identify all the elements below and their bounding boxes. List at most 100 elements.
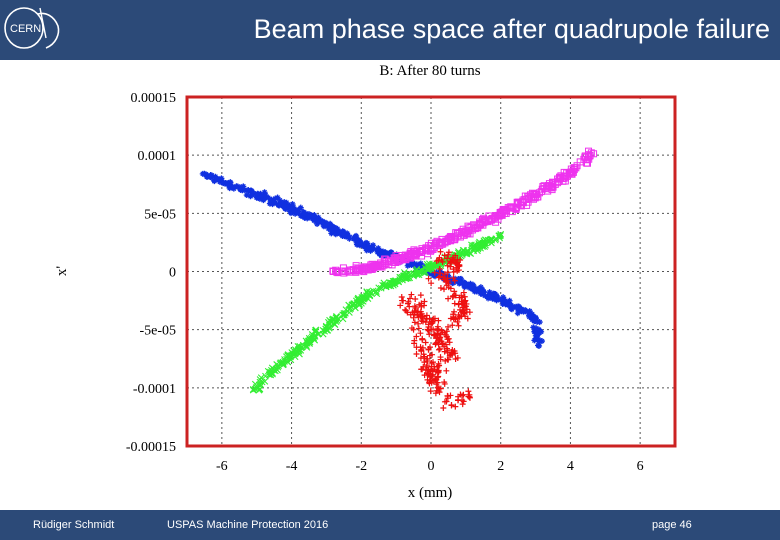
scatter-point (397, 273, 404, 281)
scatter-point (565, 169, 573, 177)
scatter-point (412, 296, 419, 303)
scatter-point (447, 263, 454, 270)
scatter-point (427, 377, 434, 384)
footer-page-number: page 46 (652, 519, 692, 531)
scatter-point (422, 319, 429, 326)
scatter-point (450, 311, 457, 318)
scatter-point (418, 346, 425, 353)
scatter-point (212, 173, 219, 180)
scatter-point (448, 260, 455, 267)
scatter-point (257, 374, 265, 382)
scatter-point (396, 259, 403, 266)
scatter-point (415, 320, 422, 327)
scatter-point (375, 262, 383, 270)
scatter-point (514, 200, 522, 208)
scatter-point (438, 338, 445, 345)
scatter-point (302, 211, 309, 218)
scatter-point (470, 283, 477, 290)
scatter-point (260, 195, 267, 202)
scatter-point (455, 322, 462, 329)
scatter-point (504, 300, 511, 307)
scatter-point (419, 263, 426, 270)
scatter-point (497, 230, 505, 238)
scatter-point (441, 252, 448, 259)
scatter-point (531, 337, 538, 344)
series-red (397, 248, 473, 411)
scatter-point (213, 176, 220, 183)
scatter-point (392, 277, 400, 285)
scatter-point (289, 201, 296, 208)
scatter-point (201, 170, 208, 177)
scatter-point (450, 254, 457, 261)
cern-logo: CERN (4, 7, 60, 49)
scatter-point (269, 201, 276, 208)
scatter-point (506, 297, 513, 304)
scatter-point (362, 292, 370, 300)
scatter-point (237, 187, 244, 194)
scatter-point (225, 182, 232, 189)
scatter-point (354, 238, 361, 245)
scatter-point (428, 360, 435, 367)
scatter-point (492, 296, 499, 303)
scatter-point (451, 292, 458, 299)
scatter-point (462, 249, 470, 257)
scatter-point (385, 261, 393, 269)
scatter-point (253, 191, 260, 198)
footer-author: Rüdiger Schmidt (33, 519, 115, 531)
scatter-point (421, 267, 428, 275)
scatter-point (211, 177, 218, 184)
scatter-point (465, 388, 472, 395)
scatter-point (534, 318, 541, 325)
scatter-point (297, 204, 304, 211)
scatter-point (444, 235, 452, 243)
scatter-point (482, 292, 489, 299)
series-green (249, 230, 505, 394)
scatter-point (516, 201, 524, 209)
scatter-point (559, 177, 567, 185)
scatter-point (432, 376, 439, 383)
cern-logo-text: CERN (10, 23, 41, 35)
scatter-point (262, 372, 269, 380)
scatter-point (431, 269, 438, 276)
scatter-point (413, 333, 420, 340)
scatter-point (449, 279, 456, 286)
scatter-point (443, 367, 450, 374)
scatter-point (428, 373, 435, 380)
scatter-point (471, 225, 479, 233)
scatter-point (526, 309, 533, 316)
x-tick-label: 2 (497, 459, 504, 474)
scatter-point (411, 319, 418, 326)
scatter-point (382, 249, 389, 256)
scatter-point (417, 344, 424, 351)
scatter-point (432, 332, 439, 339)
scatter-point (314, 218, 321, 225)
scatter-point (293, 208, 300, 215)
scatter-point (329, 228, 336, 235)
scatter-point (368, 244, 375, 251)
scatter-point (448, 402, 455, 409)
scatter-point (327, 223, 334, 230)
scatter-point (477, 284, 484, 291)
scatter-point (479, 219, 487, 227)
scatter-point (418, 366, 425, 373)
scatter-point (455, 315, 462, 322)
scatter-point (453, 229, 461, 237)
scatter-point (432, 261, 439, 269)
scatter-point (421, 298, 428, 305)
scatter-point (374, 262, 382, 270)
scatter-point (417, 330, 424, 337)
scatter-point (276, 197, 283, 204)
scatter-point (375, 284, 383, 292)
scatter-point (379, 248, 386, 255)
scatter-point (288, 205, 295, 212)
scatter-point (428, 280, 435, 287)
footer-event: USPAS Machine Protection 2016 (167, 519, 329, 531)
scatter-point (244, 187, 251, 194)
scatter-point (334, 268, 342, 276)
scatter-point (431, 331, 438, 338)
scatter-point (457, 391, 464, 398)
x-tick-label: 4 (567, 459, 574, 474)
scatter-point (425, 370, 432, 377)
scatter-point (437, 284, 444, 291)
scatter-point (435, 274, 442, 281)
